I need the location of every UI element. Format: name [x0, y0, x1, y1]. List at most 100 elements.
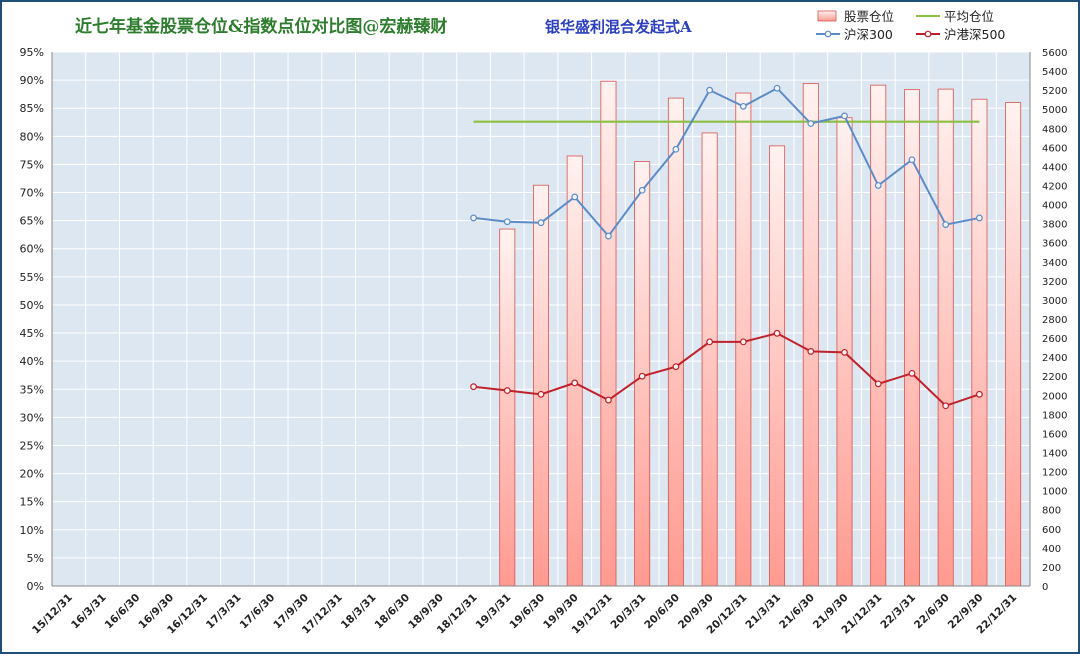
- legend-label: 股票仓位: [844, 9, 894, 24]
- point-hs300: [537, 219, 545, 227]
- bar-stock-position: [533, 184, 549, 587]
- y-left-tick-label: 35%: [20, 383, 44, 396]
- legend-label: 平均仓位: [944, 9, 994, 24]
- y-left-tick-label: 70%: [20, 187, 44, 200]
- y-left-tick-label: 80%: [20, 130, 44, 143]
- fund-name: 银华盛利混合发起式A: [545, 18, 692, 36]
- y-left-tick-label: 20%: [20, 468, 44, 481]
- point-hs300: [605, 232, 612, 240]
- bar-stock-position: [600, 80, 617, 587]
- point-hs300: [470, 214, 477, 222]
- y-right-tick-label: 4400: [1042, 162, 1067, 173]
- point-hs300: [841, 112, 848, 120]
- point-hgs500: [942, 402, 950, 410]
- bar-stock-position: [769, 145, 786, 587]
- point-hgs500: [537, 390, 545, 398]
- y-right-tick-label: 1200: [1042, 468, 1067, 479]
- point-hgs500: [807, 348, 815, 355]
- bar-stock-position: [701, 132, 718, 587]
- y-right-tick-label: 400: [1042, 544, 1061, 555]
- point-hgs500: [571, 379, 579, 387]
- bar-stock-position: [1005, 102, 1022, 587]
- point-hgs500: [908, 369, 916, 377]
- point-hs300: [942, 221, 950, 228]
- y-right-tick-label: 5200: [1042, 86, 1067, 97]
- y-right-tick-label: 3400: [1042, 258, 1067, 269]
- point-hs300: [773, 84, 781, 92]
- bar-stock-position: [870, 84, 887, 587]
- y-right-tick-label: 1800: [1042, 410, 1067, 421]
- y-left-tick-label: 45%: [20, 327, 44, 340]
- y-right-tick-label: 4600: [1042, 143, 1067, 154]
- y-right-tick-label: 3800: [1042, 220, 1067, 231]
- y-left-tick-label: 65%: [20, 215, 44, 228]
- y-right-tick-label: 3600: [1042, 239, 1067, 250]
- point-hgs500: [638, 372, 646, 380]
- point-hgs500: [976, 390, 983, 398]
- line-hs300: [473, 86, 980, 238]
- y-left-tick-label: 5%: [27, 552, 44, 565]
- y-left-tick-label: 55%: [20, 271, 44, 284]
- bar-stock-position: [971, 98, 988, 587]
- point-hs300: [672, 145, 680, 153]
- point-hgs500: [874, 380, 882, 388]
- y-right-tick-label: 2200: [1042, 372, 1067, 383]
- y-right-tick-label: 2000: [1042, 391, 1067, 402]
- legend-label: 沪深300: [844, 27, 893, 42]
- y-right-tick-label: 3200: [1042, 277, 1067, 288]
- y-left-tick-label: 95%: [20, 46, 44, 59]
- chart-title: 近七年基金股票仓位&指数点位对比图@宏赫臻财: [75, 16, 447, 37]
- y-right-tick-label: 2400: [1042, 353, 1067, 364]
- point-hs300: [638, 186, 646, 194]
- point-hs300: [908, 156, 916, 164]
- point-hs300: [874, 182, 882, 189]
- y-right-tick-label: 5600: [1042, 48, 1067, 59]
- point-hs300: [739, 102, 747, 110]
- y-left-tick-label: 50%: [20, 299, 44, 312]
- y-right-tick-label: 200: [1042, 563, 1061, 574]
- point-hgs500: [739, 338, 747, 346]
- point-hgs500: [773, 329, 781, 337]
- line-hgs500: [473, 332, 980, 407]
- y-left-tick-label: 10%: [20, 524, 44, 537]
- bar-stock-position: [566, 155, 583, 587]
- point-hs300: [503, 218, 511, 226]
- y-right-tick-label: 4800: [1042, 124, 1067, 135]
- y-right-tick-label: 4200: [1042, 182, 1067, 193]
- point-hgs500: [605, 396, 612, 404]
- y-left-tick-label: 85%: [20, 102, 44, 115]
- point-hgs500: [841, 348, 848, 356]
- y-left-tick-label: 75%: [20, 158, 44, 171]
- legend-swatch-marker: [924, 30, 932, 38]
- legend-swatch-stock-position: [817, 10, 837, 22]
- legend-swatch-marker: [824, 30, 832, 38]
- point-hgs500: [503, 387, 511, 394]
- y-right-tick-label: 5000: [1042, 105, 1067, 116]
- y-left-tick-label: 15%: [20, 496, 44, 509]
- y-right-tick-label: 1000: [1042, 487, 1067, 498]
- y-right-tick-label: 800: [1042, 506, 1061, 517]
- y-right-tick-label: 4000: [1042, 201, 1067, 212]
- point-hgs500: [706, 338, 714, 346]
- y-right-tick-label: 0: [1042, 582, 1048, 593]
- y-left-tick-label: 40%: [20, 355, 44, 368]
- y-right-tick-label: 5400: [1042, 67, 1067, 78]
- legend-label: 沪港深500: [944, 27, 1005, 42]
- y-left-tick-label: 0%: [27, 580, 44, 593]
- bar-stock-position: [667, 97, 684, 587]
- y-right-tick-label: 1600: [1042, 429, 1067, 440]
- point-hgs500: [672, 363, 680, 371]
- bar-stock-position: [499, 228, 516, 587]
- y-left-tick-label: 30%: [20, 411, 44, 424]
- y-left-tick-label: 60%: [20, 243, 44, 256]
- y-left-tick-label: 25%: [20, 439, 44, 452]
- line-series: [470, 84, 983, 410]
- y-right-tick-label: 600: [1042, 525, 1061, 536]
- y-left-tick-label: 90%: [20, 74, 44, 87]
- bar-stock-position: [937, 88, 954, 587]
- point-hgs500: [470, 383, 477, 391]
- y-right-tick-label: 1400: [1042, 449, 1067, 460]
